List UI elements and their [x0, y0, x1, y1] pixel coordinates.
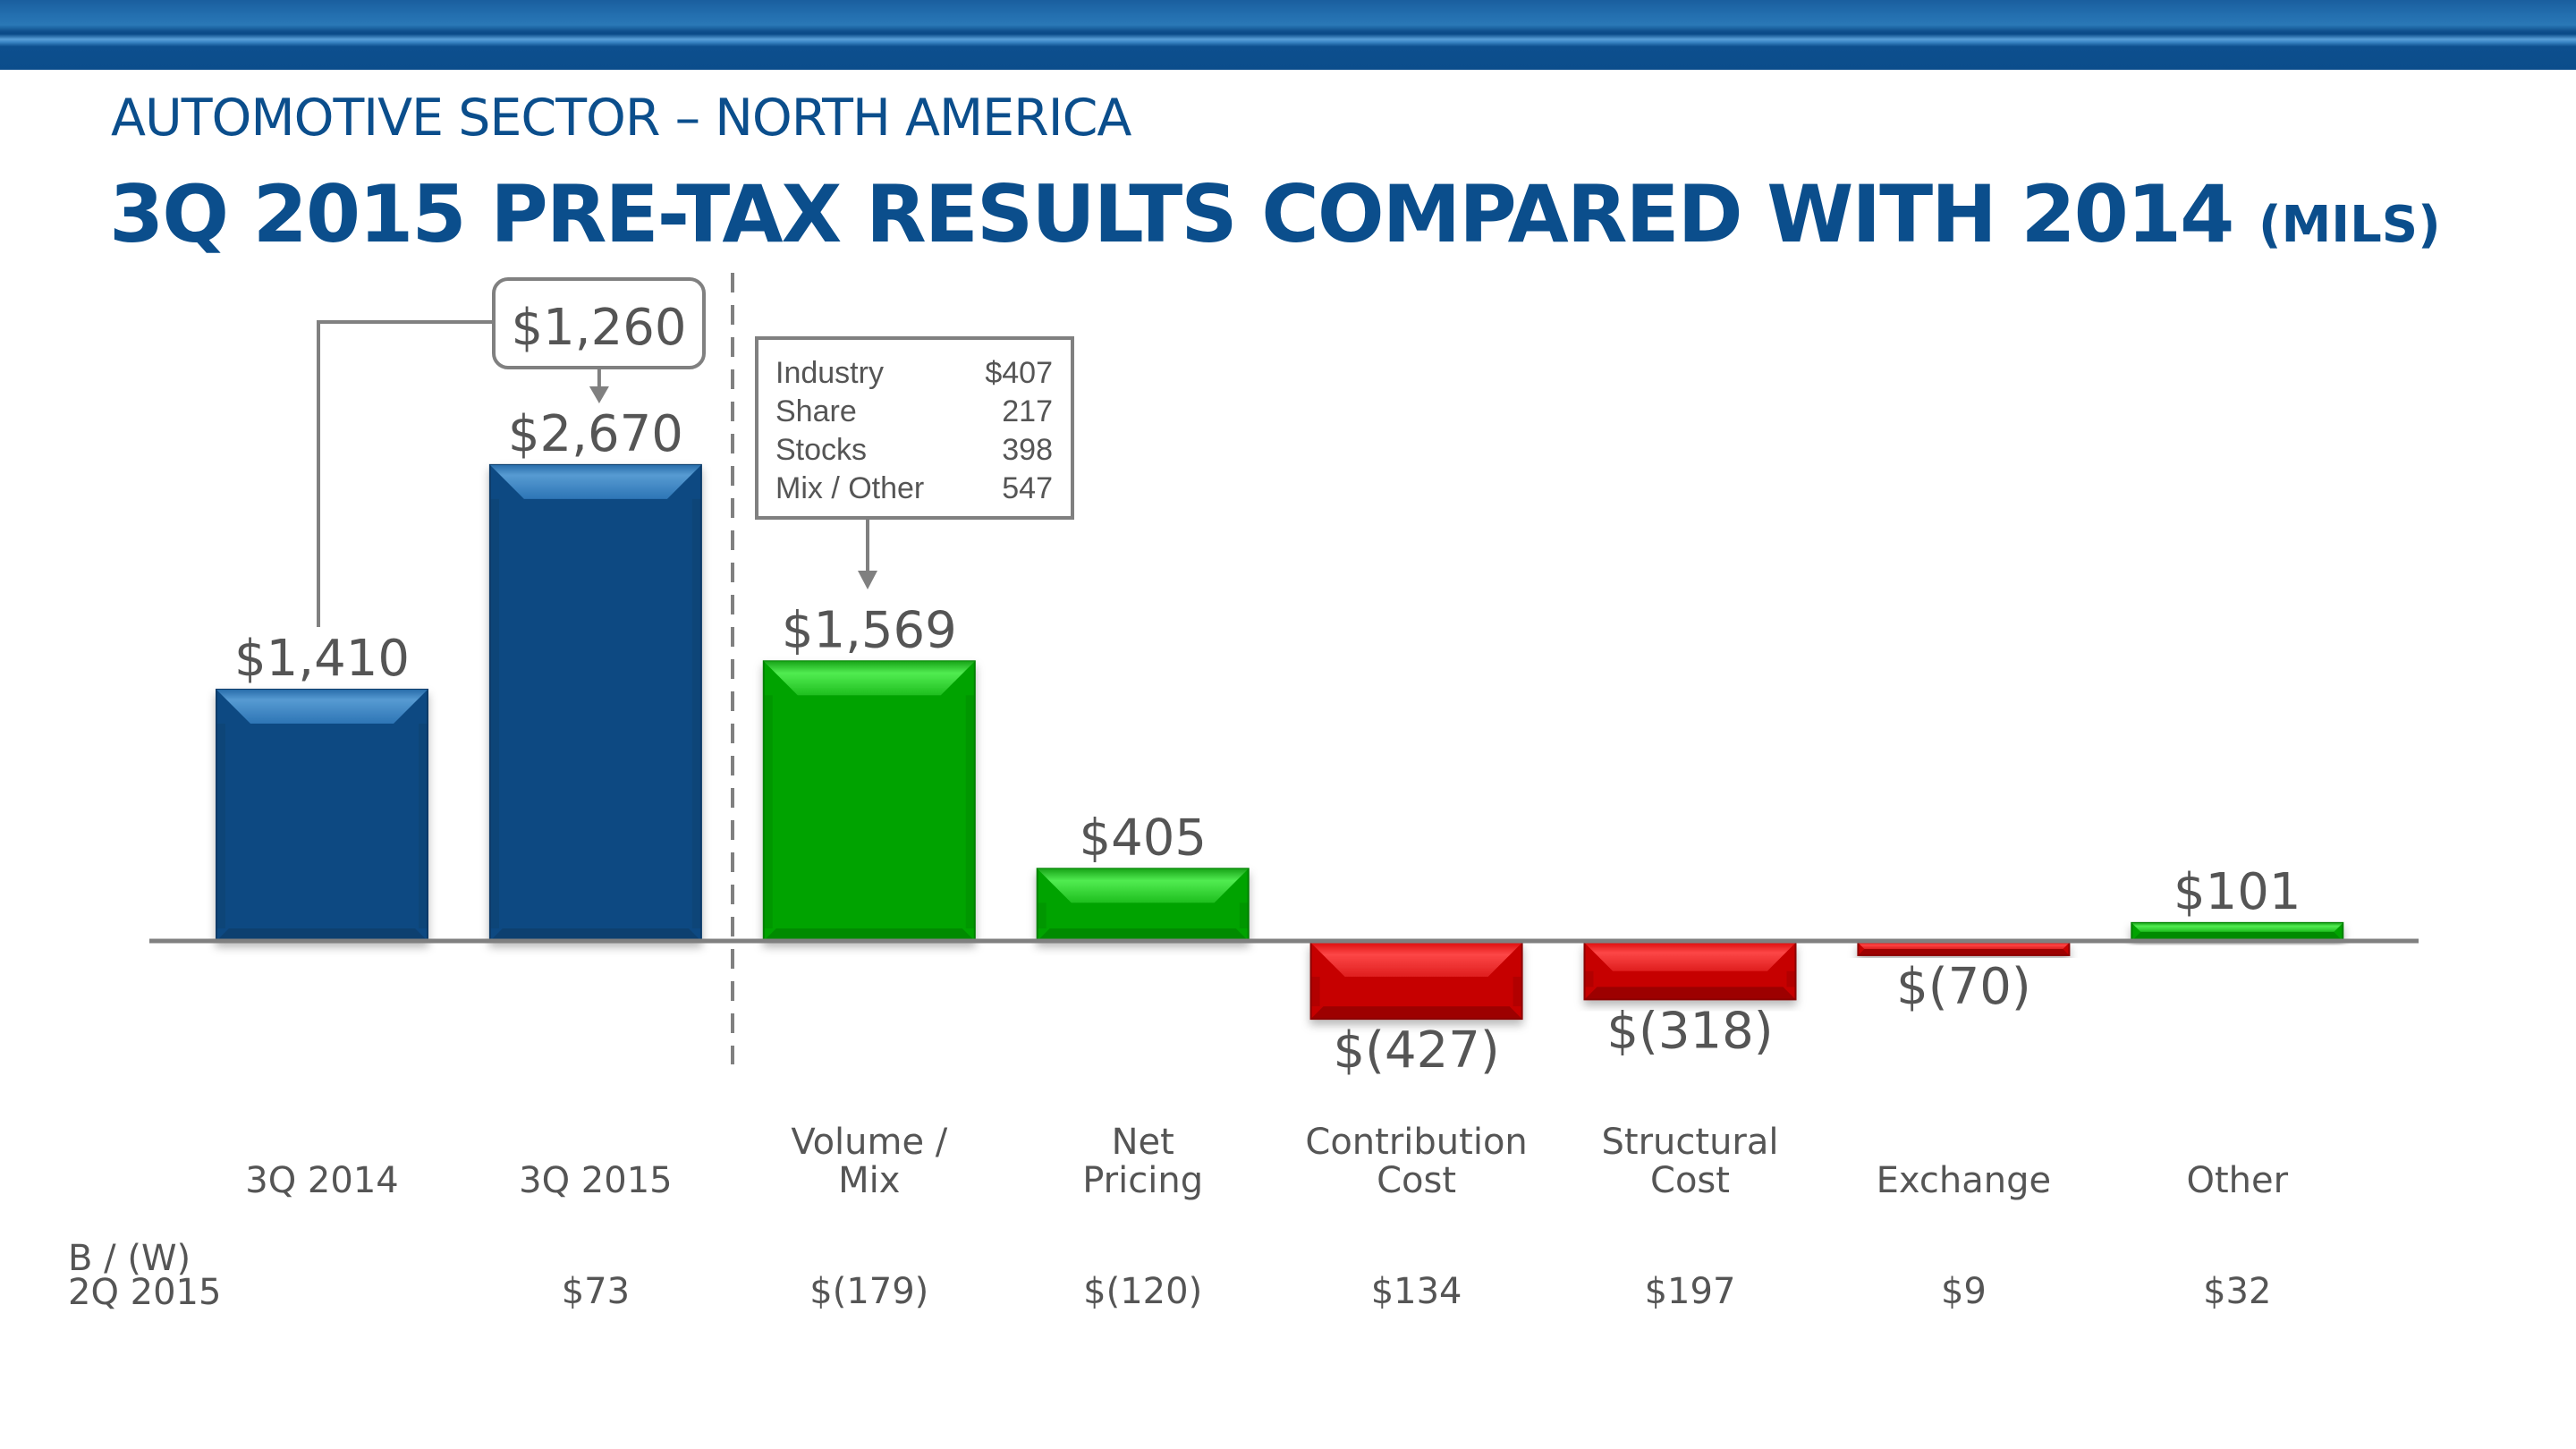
slide-subtitle: AUTOMOTIVE SECTOR – NORTH AMERICA — [111, 89, 1131, 148]
bar-3q-2014 — [216, 688, 428, 942]
bw-label-line2: 2Q 2015 — [68, 1272, 222, 1313]
value-label-volume-mix: $1,569 — [782, 601, 957, 659]
value-label-3q-2014: $1,410 — [234, 630, 410, 688]
category-label-3q-2015: 3Q 2015 — [453, 1123, 739, 1200]
change-connector-line — [317, 320, 494, 627]
volume-mix-detail-callout: Industry $407 Share 217 Stocks 398 Mix / Other… — [755, 336, 1074, 589]
value-label-contribution-cost: $(427) — [1333, 1021, 1499, 1080]
value-label-exchange: $(70) — [1896, 958, 2031, 1016]
category-label-line: Exchange — [1876, 1160, 2052, 1201]
bar-volume-mix — [762, 660, 976, 942]
category-label-net-pricing: Net Pricing — [1000, 1123, 1286, 1200]
change-arrow-head — [589, 386, 609, 403]
detail-row-label: Mix / Other — [775, 471, 924, 505]
value-label-structural-cost: $(318) — [1606, 1002, 1773, 1060]
bar-contribution-cost — [1309, 942, 1523, 1021]
category-label-line: 3Q 2015 — [519, 1160, 673, 1201]
category-label-line: Net — [1111, 1122, 1174, 1163]
category-label-exchange: Exchange — [1820, 1123, 2106, 1200]
category-label-line — [2094, 1123, 2380, 1162]
category-label-line: Mix — [838, 1160, 901, 1201]
detail-callout-box — [755, 336, 1074, 520]
detail-row-label: Stocks — [775, 433, 867, 467]
bw-label-line1: B / (W) — [68, 1238, 191, 1279]
value-label-net-pricing: $405 — [1079, 809, 1207, 867]
bw-row-label: B / (W) 2Q 2015 — [68, 1238, 222, 1313]
bw-value-contribution-cost: $134 — [1370, 1271, 1462, 1312]
detail-row-value: 547 — [1002, 471, 1053, 505]
value-label-other: $101 — [2174, 863, 2301, 921]
category-label-line: 3Q 2014 — [245, 1160, 399, 1201]
detail-row-value: $407 — [985, 356, 1053, 390]
category-label-volume-mix: Volume / Mix — [726, 1123, 1013, 1200]
category-label-contribution-cost: Contribution Cost — [1274, 1123, 1560, 1200]
category-label-line: Cost — [1650, 1160, 1730, 1201]
category-label-line: Other — [2186, 1160, 2289, 1201]
bw-value-net-pricing: $(120) — [1083, 1271, 1203, 1312]
detail-row-label: Industry — [775, 356, 884, 390]
change-callout-value: $1,260 — [512, 299, 687, 357]
detail-arrow-head — [858, 571, 877, 589]
category-label-line: Cost — [1377, 1160, 1457, 1201]
category-label-3q-2014: 3Q 2014 — [179, 1123, 465, 1200]
bar-structural-cost — [1583, 942, 1797, 1001]
category-label-structural-cost: Structural Cost — [1547, 1123, 1834, 1200]
category-label-line — [179, 1123, 465, 1162]
bw-value-other: $32 — [2203, 1271, 2272, 1312]
detail-row-value: 217 — [1002, 394, 1053, 428]
bar-other — [2131, 921, 2344, 943]
category-label-line: Volume / — [791, 1122, 948, 1163]
bw-value-structural-cost: $197 — [1644, 1271, 1736, 1312]
units-label: (MILS) — [2258, 196, 2441, 254]
category-label-line — [453, 1123, 739, 1162]
bw-value-volume-mix: $(179) — [809, 1271, 929, 1312]
category-label-line: Structural — [1601, 1122, 1779, 1163]
category-label-line: Contribution — [1305, 1122, 1528, 1163]
value-label-3q-2015: $2,670 — [508, 405, 683, 463]
bar-exchange — [1857, 942, 2071, 956]
bar-3q-2015 — [488, 463, 702, 942]
category-label-line: Pricing — [1082, 1160, 1204, 1201]
detail-row-value: 398 — [1002, 433, 1053, 467]
detail-row-label: Share — [775, 394, 857, 428]
category-label-other: Other — [2094, 1123, 2380, 1200]
category-label-line — [1820, 1123, 2106, 1162]
slide-title: 3Q 2015 PRE-TAX RESULTS COMPARED WITH 20… — [109, 175, 2441, 254]
bw-value-exchange: $9 — [1940, 1271, 1987, 1312]
header-band — [0, 0, 2576, 70]
bw-value-3q-2015: $73 — [561, 1271, 631, 1312]
change-callout: $1,260 — [317, 277, 706, 627]
bar-net-pricing — [1036, 868, 1250, 943]
slide-title-text: 3Q 2015 PRE-TAX RESULTS COMPARED WITH 20… — [109, 168, 2234, 260]
